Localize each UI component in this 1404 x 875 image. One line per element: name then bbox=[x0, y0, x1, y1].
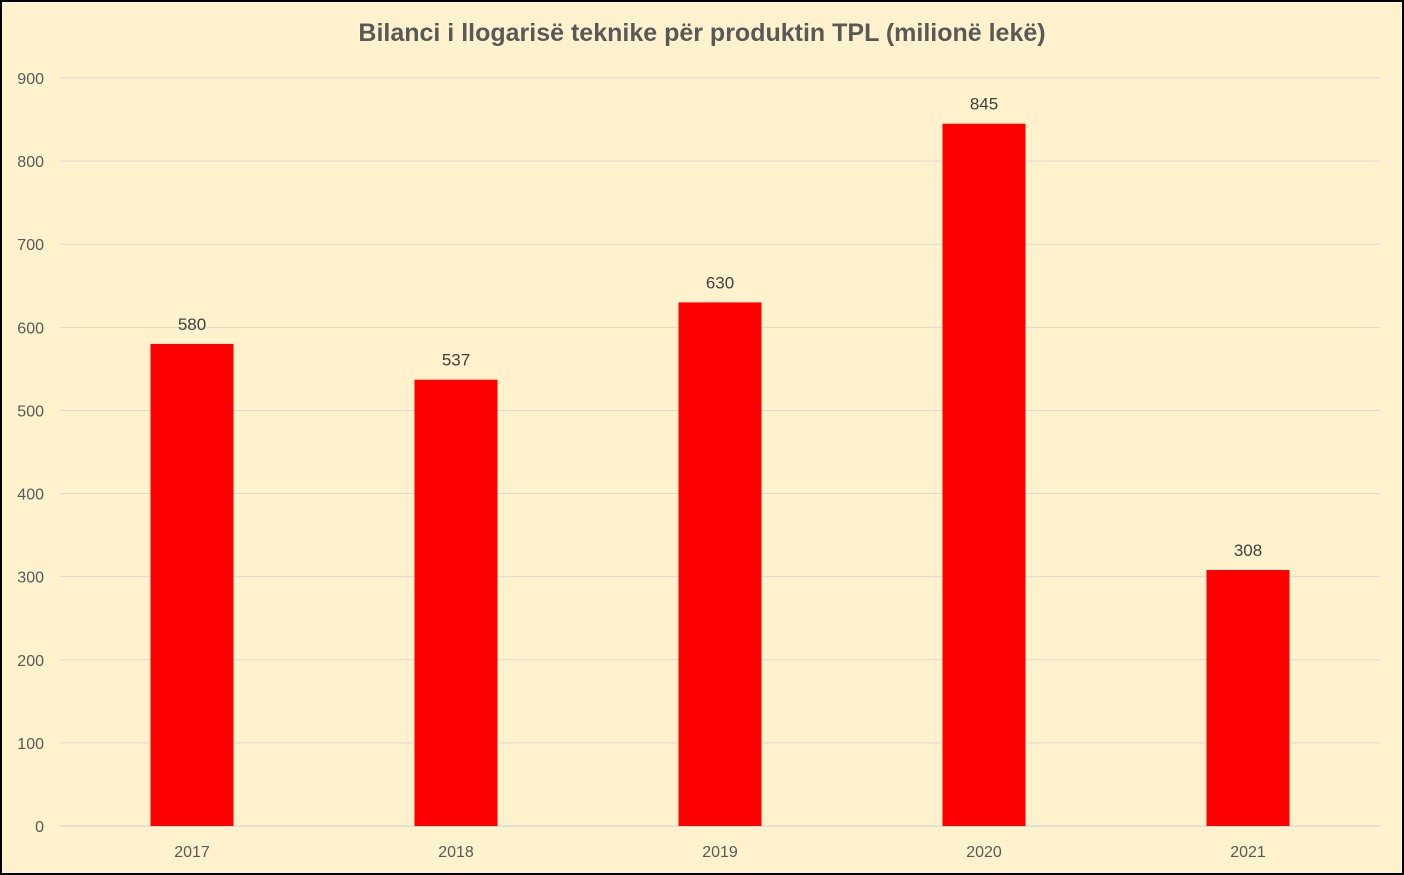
bar bbox=[678, 302, 762, 826]
y-tick-label: 800 bbox=[17, 154, 44, 171]
x-tick-label: 2017 bbox=[174, 844, 210, 861]
data-label: 308 bbox=[1234, 541, 1262, 560]
bar bbox=[942, 123, 1026, 826]
y-tick-label: 600 bbox=[17, 320, 44, 337]
x-tick-label: 2020 bbox=[966, 844, 1002, 861]
y-tick-label: 300 bbox=[17, 570, 44, 587]
bar bbox=[414, 379, 498, 826]
x-tick-label: 2021 bbox=[1230, 844, 1266, 861]
x-tick-label: 2019 bbox=[702, 844, 738, 861]
data-label: 580 bbox=[178, 315, 206, 334]
y-tick-label: 900 bbox=[17, 71, 44, 88]
y-tick-label: 0 bbox=[35, 819, 44, 836]
y-tick-label: 700 bbox=[17, 237, 44, 254]
data-label: 630 bbox=[706, 273, 734, 292]
bar bbox=[150, 343, 234, 826]
chart-title: Bilanci i llogarisë teknike për produkti… bbox=[358, 19, 1046, 47]
y-tick-label: 400 bbox=[17, 487, 44, 504]
y-tick-label: 500 bbox=[17, 403, 44, 420]
y-tick-label: 100 bbox=[17, 736, 44, 753]
data-label: 845 bbox=[970, 95, 998, 114]
bar bbox=[1206, 570, 1290, 826]
y-tick-label: 200 bbox=[17, 653, 44, 670]
data-label: 537 bbox=[442, 351, 470, 370]
x-tick-label: 2018 bbox=[438, 844, 474, 861]
